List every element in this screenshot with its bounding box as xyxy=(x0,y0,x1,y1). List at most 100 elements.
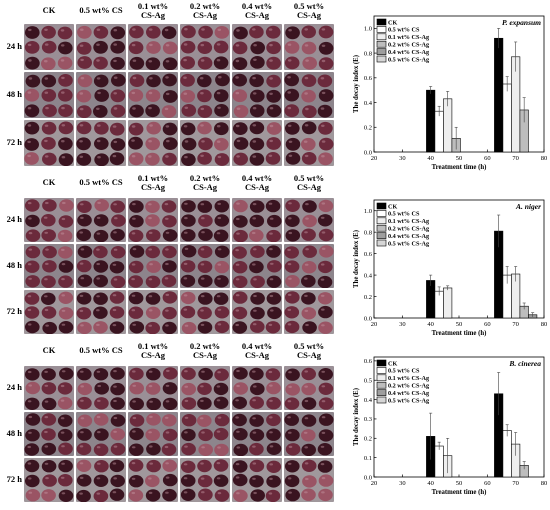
bar xyxy=(443,287,453,319)
legend-swatch xyxy=(376,389,387,396)
fruit-photo xyxy=(284,412,334,456)
column-header: 0.5 wt% CS-Ag xyxy=(293,1,325,20)
fruit-photo xyxy=(180,24,230,70)
chart-svg-p-expansum: 0.0 0.2 0.4 0.6 0.8 1.0 20 30 40 50 60 70 80 Treatmen… xyxy=(353,15,548,171)
column-header: 0.5 wt% CS xyxy=(79,177,123,187)
y-tick-label: 0.3 xyxy=(364,416,372,423)
fruit-photo xyxy=(24,412,74,456)
legend-swatch xyxy=(376,381,387,389)
x-tick-label: 50 xyxy=(456,321,463,328)
y-axis-label: The decay index (E) xyxy=(353,55,360,113)
fruit-photo xyxy=(232,290,282,334)
photo-panel-a-niger: CK 0.5 wt% CS 0.1 wt% CS-Ag 0.2 wt% CS-Ag 0.… xyxy=(0,172,340,338)
row-header: 72 h xyxy=(6,137,22,147)
fruit-photo xyxy=(128,366,178,410)
column-header: 0.5 wt% CS-Ag xyxy=(293,341,325,360)
legend-label: 0.5 wt% CS xyxy=(388,211,420,218)
fruit-photo xyxy=(232,24,282,70)
fruit-photo xyxy=(24,244,74,288)
fruit-photo xyxy=(232,198,282,242)
fruit-photo xyxy=(180,458,230,502)
bar xyxy=(443,98,453,153)
x-tick-label: 80 xyxy=(541,480,548,487)
column-header: 0.4 wt% CS-Ag xyxy=(241,1,273,20)
legend-label: 0.5 wt% CS-Ag xyxy=(388,397,430,404)
legend-swatch xyxy=(376,232,387,239)
fruit-photo xyxy=(24,72,74,118)
y-tick-label: 0.6 xyxy=(364,358,373,365)
fruit-photo xyxy=(128,198,178,242)
legend-label: CK xyxy=(388,19,397,26)
x-tick-label: 80 xyxy=(541,155,548,162)
fruit-photo xyxy=(180,120,230,166)
x-tick-label: 20 xyxy=(371,480,378,487)
legend-swatch xyxy=(376,396,387,404)
chart-p-expansum: 0.0 0.2 0.4 0.6 0.8 1.0 20 30 40 50 60 70 80 Treatmen… xyxy=(350,12,550,177)
fruit-photo xyxy=(180,244,230,288)
x-tick-label: 40 xyxy=(427,321,434,328)
legend-label: 0.1 wt% CS-Ag xyxy=(388,218,430,225)
fruit-photo xyxy=(128,24,178,70)
y-tick-label: 0.0 xyxy=(364,149,372,156)
fruit-photo xyxy=(284,198,334,242)
fruit-photo xyxy=(128,120,178,166)
y-tick-label: 0.8 xyxy=(364,50,372,57)
fruit-photo xyxy=(128,290,178,334)
legend-label: CK xyxy=(388,360,397,367)
fruit-photo xyxy=(180,72,230,118)
y-tick-label: 1.0 xyxy=(364,208,372,215)
fruit-photo xyxy=(284,72,334,118)
y-tick-label: 0.0 xyxy=(364,315,372,322)
fruit-photo xyxy=(284,120,334,166)
fruit-photo xyxy=(76,120,126,166)
x-tick-label: 80 xyxy=(541,321,548,328)
column-header: 0.2 wt% CS-Ag xyxy=(189,341,221,360)
y-tick-label: 0.4 xyxy=(364,397,373,404)
fruit-photo xyxy=(284,290,334,334)
bar xyxy=(434,110,444,153)
legend-swatch xyxy=(376,26,387,33)
fruit-photo xyxy=(232,72,282,118)
y-tick-label: 0.6 xyxy=(364,251,373,258)
legend-label: 0.2 wt% CS-Ag xyxy=(388,42,430,49)
column-header: CK xyxy=(42,5,56,15)
legend-label: CK xyxy=(388,203,397,210)
chart-a-niger: 0.0 0.2 0.4 0.6 0.8 1.0 20 30 40 50 60 70 80 Treatmen… xyxy=(350,190,550,345)
x-tick-label: 40 xyxy=(427,480,434,487)
x-tick-label: 60 xyxy=(484,155,491,162)
fruit-photo xyxy=(76,72,126,118)
x-tick-label: 50 xyxy=(456,480,463,487)
x-tick-label: 30 xyxy=(399,480,406,487)
fruit-photo xyxy=(76,198,126,242)
x-tick-label: 50 xyxy=(456,155,463,162)
column-header: 0.5 wt% CS xyxy=(79,5,123,15)
y-tick-label: 0.0 xyxy=(364,474,372,481)
row-header: 24 h xyxy=(6,382,22,392)
column-header: 0.1 wt% CS-Ag xyxy=(137,173,169,192)
row-header: 24 h xyxy=(6,214,22,224)
y-tick-label: 0.4 xyxy=(364,100,373,107)
photo-panel-b-cinerea: CK 0.5 wt% CS 0.1 wt% CS-Ag 0.2 wt% CS-Ag 0.… xyxy=(0,340,340,505)
legend-swatch xyxy=(376,359,387,367)
x-tick-label: 70 xyxy=(512,480,519,487)
fruit-photo xyxy=(76,244,126,288)
y-tick-label: 0.5 xyxy=(364,378,372,385)
fruit-photo xyxy=(232,120,282,166)
bar xyxy=(502,430,512,478)
bar xyxy=(426,280,436,319)
y-tick-label: 0.2 xyxy=(364,436,372,443)
legend-label: 0.2 wt% CS-Ag xyxy=(388,383,430,390)
fruit-photo xyxy=(284,366,334,410)
column-header: CK xyxy=(42,345,56,355)
legend-label: 0.5 wt% CS xyxy=(388,27,420,34)
fruit-photo xyxy=(180,366,230,410)
legend-label: 0.5 wt% CS-Ag xyxy=(388,240,430,247)
bar xyxy=(426,89,436,153)
row-header: 24 h xyxy=(6,41,22,51)
legend-swatch xyxy=(376,367,387,374)
x-tick-label: 30 xyxy=(399,321,406,328)
fruit-photo xyxy=(24,120,74,166)
fruit-photo xyxy=(128,72,178,118)
column-header: 0.1 wt% CS-Ag xyxy=(137,341,169,360)
legend-swatch xyxy=(376,55,387,63)
